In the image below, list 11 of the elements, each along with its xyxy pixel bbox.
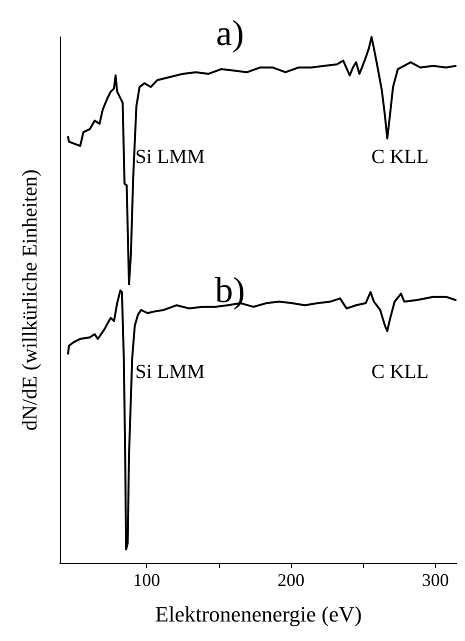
annotation: C KLL <box>371 361 429 383</box>
x-tick-label: 300 <box>422 570 449 590</box>
annotation: Si LMM <box>135 361 205 383</box>
annotation: C KLL <box>371 146 429 168</box>
x-tick-label: 200 <box>277 570 304 590</box>
annotation: a) <box>216 13 244 53</box>
y-axis-title: dN/dE (willkürliche Einheiten) <box>18 169 42 431</box>
annotation: Si LMM <box>135 146 205 168</box>
x-tick-label: 100 <box>133 570 160 590</box>
x-axis-title: Elektronenenergie (eV) <box>155 602 362 626</box>
annotation: b) <box>215 270 245 310</box>
